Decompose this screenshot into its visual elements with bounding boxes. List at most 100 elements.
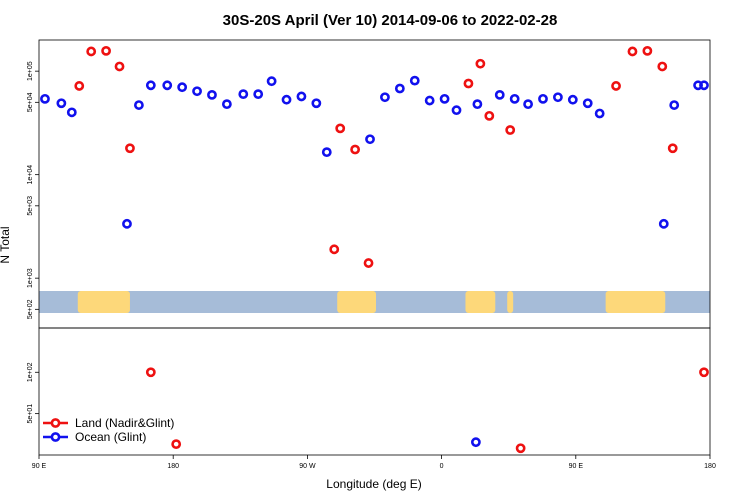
data-point [658, 218, 669, 229]
data-point [463, 78, 474, 89]
data-point [171, 439, 182, 450]
data-point [350, 144, 361, 155]
data-point [627, 46, 638, 57]
data-point [424, 95, 435, 106]
data-point [321, 147, 332, 158]
data-point [669, 100, 680, 110]
data-point [515, 443, 526, 454]
data-point [101, 45, 111, 56]
legend-marker [50, 432, 61, 442]
series-land [145, 367, 709, 454]
data-point [40, 93, 50, 104]
data-point [114, 61, 125, 72]
data-point [145, 80, 156, 91]
chart-title: 30S-20S April (Ver 10) 2014-09-06 to 202… [223, 12, 558, 29]
legend-entry: Land (Nadir&Glint) [43, 416, 174, 430]
x-tick-label: 90 E [569, 463, 584, 470]
data-point [253, 89, 264, 100]
data-point [207, 89, 217, 100]
data-point [177, 82, 188, 93]
data-point [162, 80, 173, 91]
legend-label: Ocean (Glint) [75, 430, 146, 444]
data-point [335, 123, 346, 134]
data-point [699, 367, 709, 378]
x-tick-label: 90 W [299, 463, 316, 470]
data-point [192, 86, 202, 97]
data-point [311, 98, 322, 109]
data-point [122, 218, 132, 229]
map-land [77, 291, 130, 313]
series-ocean [40, 75, 709, 229]
data-point [494, 89, 505, 100]
map-land [605, 291, 666, 313]
data-point [667, 143, 678, 154]
series-ocean [470, 437, 481, 448]
data-point [439, 93, 450, 104]
data-point [221, 99, 232, 110]
map-land [465, 291, 496, 313]
data-point [380, 92, 390, 103]
y-tick-label: 5e+04 [27, 92, 34, 112]
data-point [553, 92, 563, 103]
x-axis-title: Longitude (deg E) [326, 477, 421, 491]
data-point [363, 258, 374, 268]
upper-panel: 5e+02 1e+03 5e+03 1e+04 5e+04 1e+05 [27, 39, 711, 329]
y-tick-label: 5e+01 [27, 404, 34, 424]
data-point [523, 99, 533, 110]
data-point [409, 75, 420, 86]
data-point [296, 91, 307, 102]
upper-panel-frame [38, 39, 711, 329]
map-background [39, 291, 710, 313]
legend: Land (Nadir&Glint)Ocean (Glint) [43, 416, 174, 444]
x-axis: 90 E 180 90 W 0 90 E 180 [32, 455, 716, 470]
legend-marker [50, 418, 61, 428]
data-point [509, 93, 520, 104]
data-point [86, 46, 97, 57]
y-tick-label: 5e+03 [27, 196, 34, 216]
data-point [472, 99, 483, 110]
data-point [505, 125, 516, 135]
data-point [134, 100, 144, 110]
y-tick-label: 1e+04 [27, 165, 34, 185]
data-point [594, 108, 605, 119]
lower-panel: 5e+01 1e+02 [27, 327, 711, 456]
data-point [567, 94, 578, 105]
legend-label: Land (Nadir&Glint) [75, 416, 174, 430]
map-land [337, 291, 376, 313]
map-land [507, 291, 514, 313]
y-tick-label: 1e+03 [27, 268, 34, 288]
y-tick-label: 1e+02 [27, 362, 34, 382]
data-point [699, 80, 709, 91]
data-point [365, 134, 375, 145]
lower-panel-frame [38, 327, 711, 456]
data-point [582, 98, 593, 109]
data-point [642, 45, 653, 56]
data-point [470, 437, 481, 448]
data-point [329, 244, 340, 255]
y-axis-title: N Total [0, 226, 12, 263]
data-point [74, 81, 85, 91]
data-point [394, 83, 405, 94]
y-tick-label: 1e+05 [27, 61, 34, 81]
data-point [484, 110, 495, 121]
data-point [66, 107, 77, 118]
series-land [74, 45, 678, 268]
data-point [56, 98, 67, 109]
data-point [281, 94, 292, 105]
data-point [451, 105, 462, 116]
data-point [611, 81, 621, 91]
data-point [475, 58, 486, 69]
y-tick-label: 5e+02 [27, 299, 34, 319]
x-tick-label: 0 [440, 463, 444, 470]
data-point [145, 367, 156, 378]
data-point [238, 89, 249, 100]
data-point [538, 93, 548, 104]
data-point [657, 61, 668, 72]
data-point [125, 143, 135, 154]
x-tick-label: 180 [167, 463, 179, 470]
data-point [266, 76, 277, 87]
x-tick-label: 90 E [32, 463, 47, 470]
x-tick-label: 180 [704, 463, 716, 470]
legend-entry: Ocean (Glint) [43, 430, 146, 444]
